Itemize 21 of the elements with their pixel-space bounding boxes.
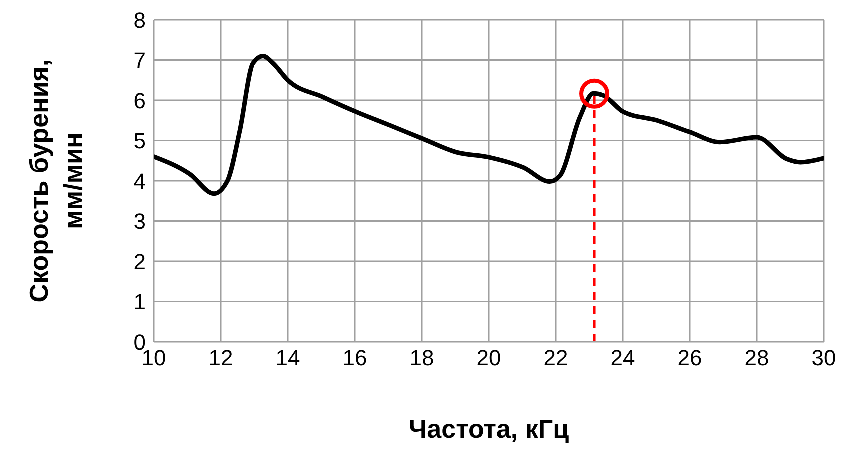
y-tick-label: 2 bbox=[134, 249, 146, 274]
x-tick-label: 22 bbox=[544, 346, 568, 371]
y-axis-title: Скорость бурения, мм/мин bbox=[24, 59, 88, 303]
y-tick-label: 3 bbox=[134, 209, 146, 234]
x-tick-label: 12 bbox=[208, 346, 234, 371]
x-tick-label: 28 bbox=[744, 346, 770, 371]
x-tick-label: 16 bbox=[342, 346, 368, 371]
y-tick-label: 7 bbox=[134, 48, 146, 74]
x-tick-label: 24 bbox=[610, 346, 636, 371]
x-tick-label: 26 bbox=[678, 346, 702, 371]
x-tick-label: 20 bbox=[476, 346, 502, 371]
line-series bbox=[154, 54, 824, 196]
y-tick-label: 1 bbox=[134, 290, 146, 315]
y-tick-label: 5 bbox=[134, 128, 146, 154]
x-tick-label: 18 bbox=[410, 346, 434, 371]
x-axis-title: Частота, кГц bbox=[408, 414, 570, 444]
y-tick-label: 6 bbox=[134, 88, 146, 114]
y-tick-label: 8 bbox=[134, 8, 146, 33]
x-tick-label: 14 bbox=[276, 346, 300, 371]
y-tick-label: 4 bbox=[134, 168, 146, 194]
x-tick-label: 30 bbox=[812, 346, 836, 371]
